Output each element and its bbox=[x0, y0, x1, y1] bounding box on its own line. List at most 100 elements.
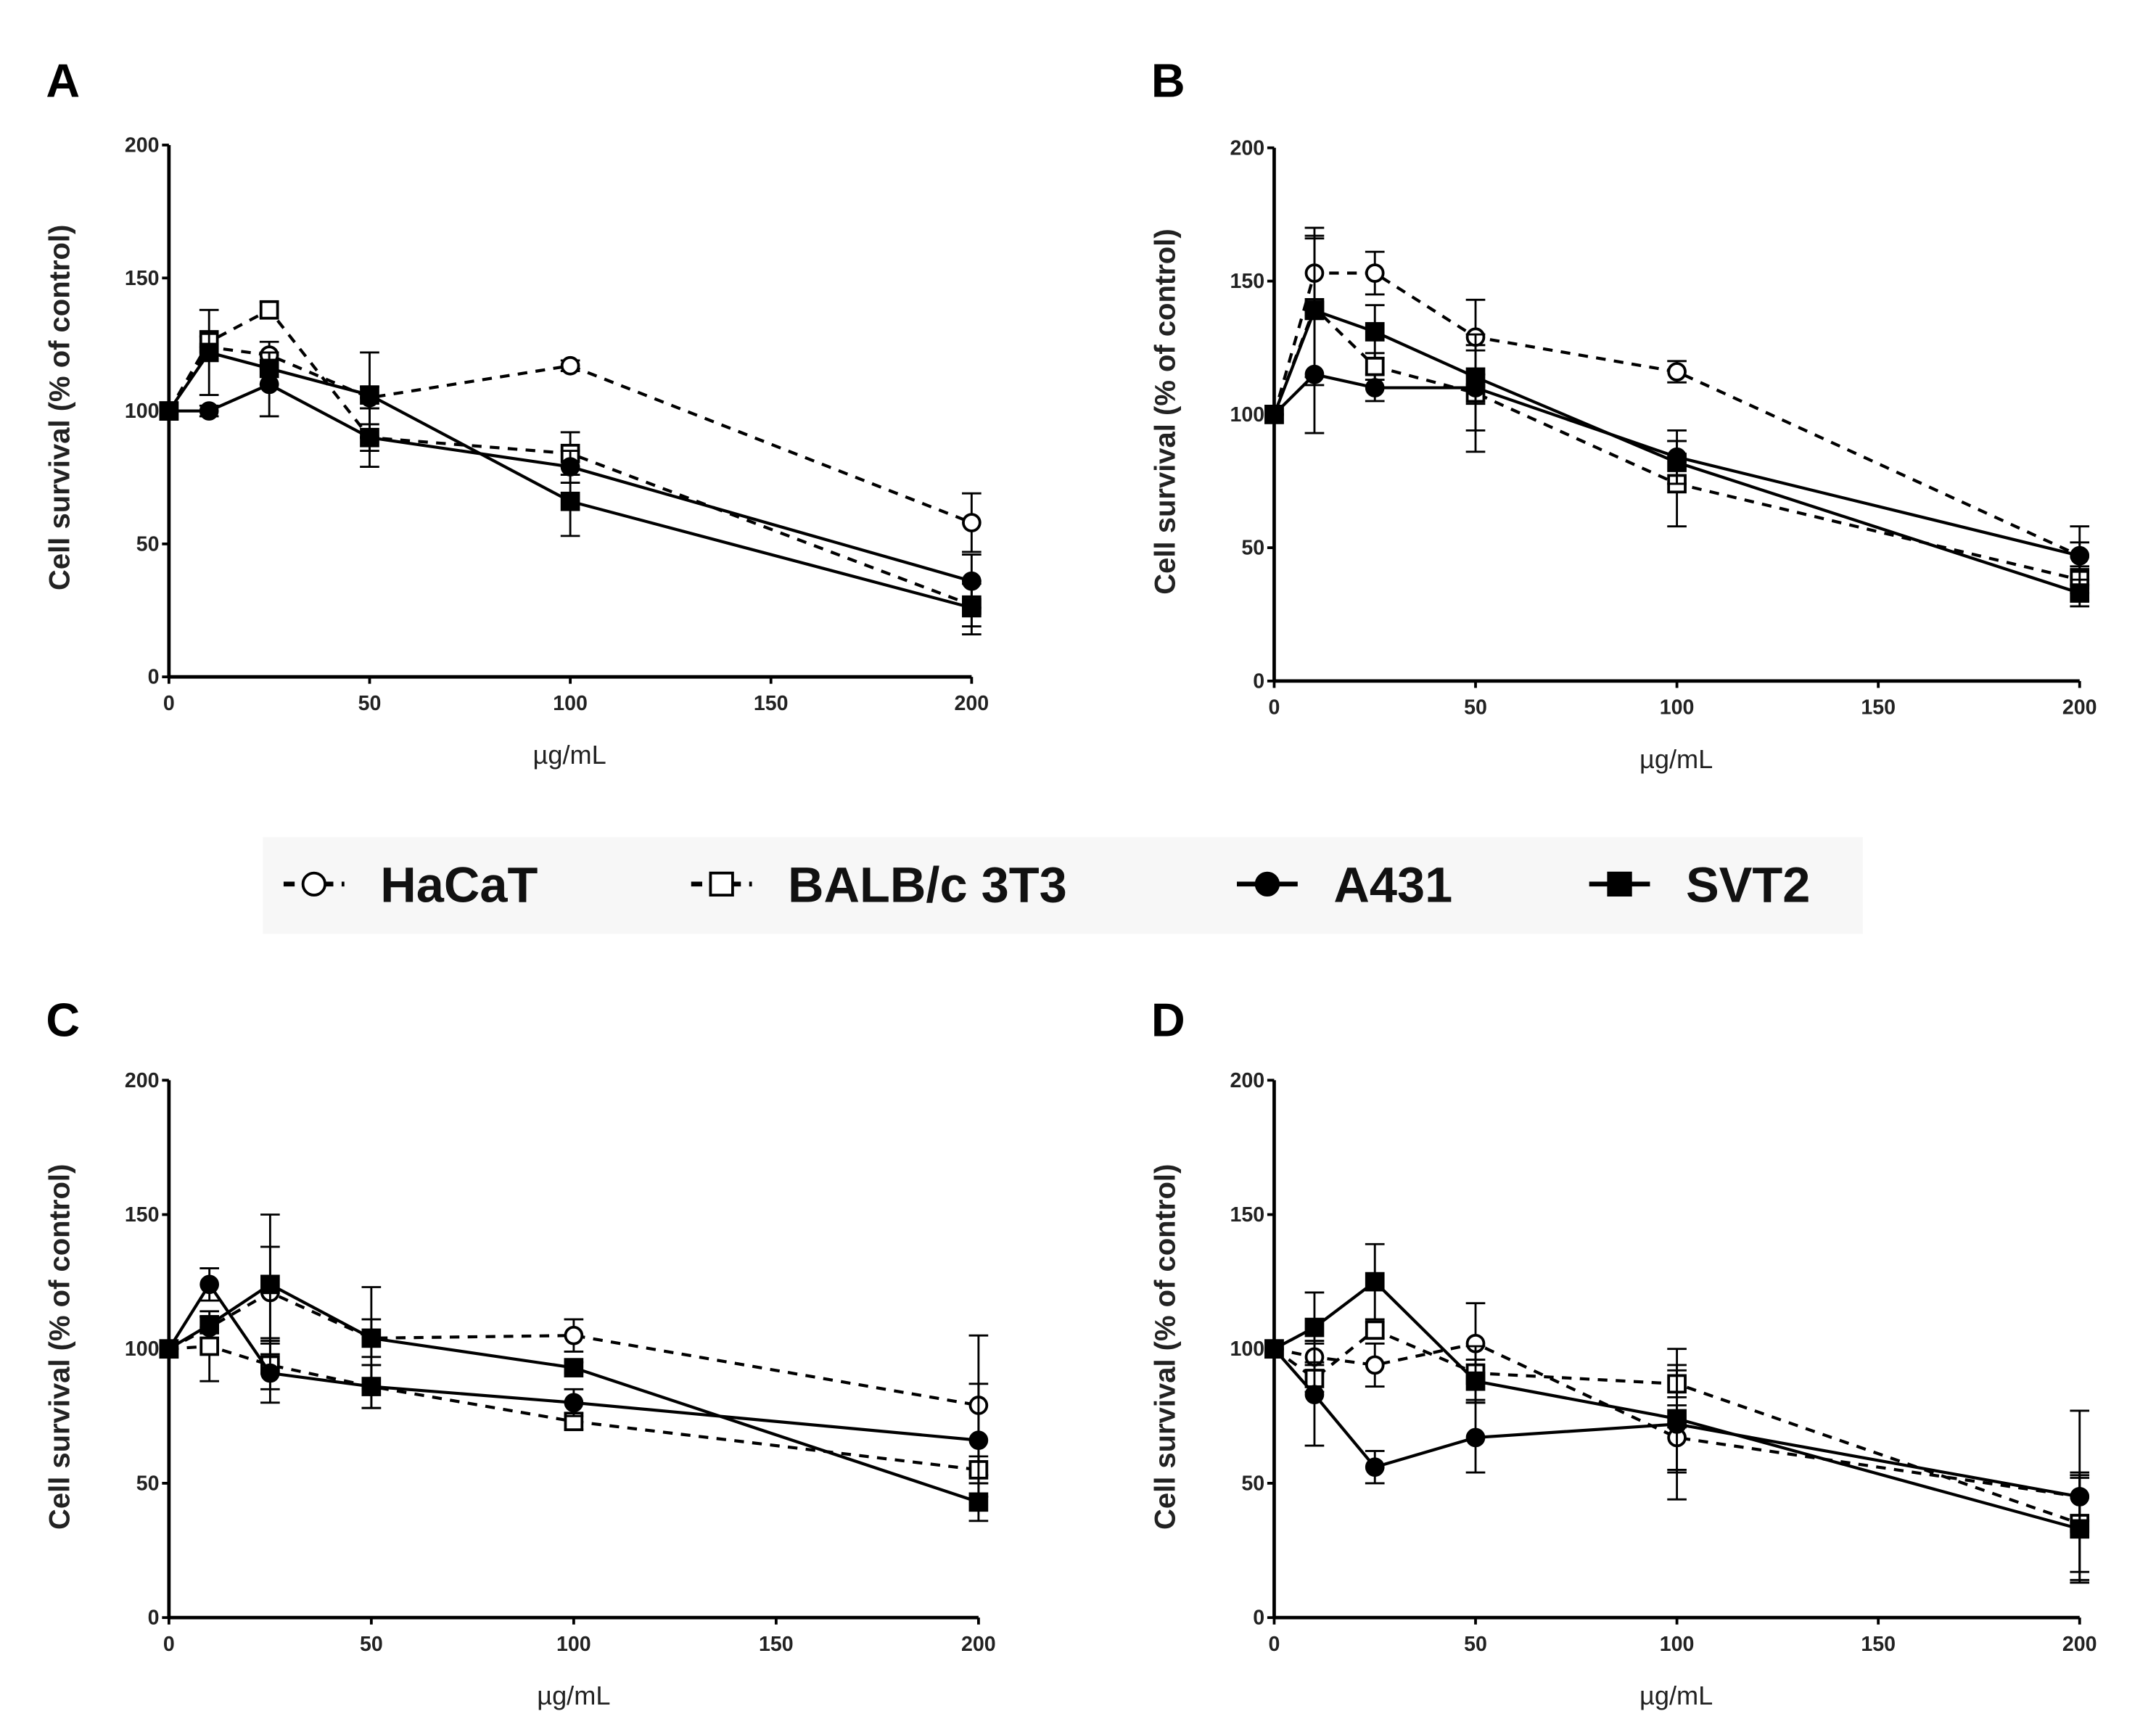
data-point bbox=[1304, 1317, 1325, 1338]
y-tick-label: 150 bbox=[1230, 1203, 1264, 1227]
data-point bbox=[560, 491, 580, 511]
y-tick-label: 50 bbox=[136, 1472, 160, 1495]
y-tick-label: 200 bbox=[1230, 136, 1264, 160]
data-point bbox=[1304, 300, 1325, 321]
x-tick-label: 150 bbox=[754, 692, 789, 715]
x-tick-label: 150 bbox=[1861, 1633, 1896, 1656]
data-point bbox=[259, 300, 279, 320]
y-tick-label: 150 bbox=[1230, 270, 1264, 293]
panel-label-b: B bbox=[1151, 54, 1185, 107]
series-svt2 bbox=[159, 1213, 989, 1522]
data-point bbox=[1667, 362, 1687, 382]
data-point bbox=[962, 513, 982, 532]
series-line bbox=[168, 1281, 979, 1442]
x-tick-label: 100 bbox=[1660, 1633, 1695, 1656]
series-balb-c-3t3 bbox=[1264, 237, 2090, 595]
data-point bbox=[260, 1363, 280, 1383]
legend-label: SVT2 bbox=[1686, 857, 1810, 913]
y-axis-label-b: Cell survival (% of control) bbox=[1149, 228, 1181, 594]
data-point bbox=[1365, 1272, 1385, 1292]
data-point bbox=[199, 1274, 219, 1295]
series-line bbox=[168, 308, 973, 607]
panel-b: 0 50 100 150 200 0 50 100 150 200 bbox=[1230, 136, 2097, 719]
x-tick-label: 50 bbox=[358, 692, 382, 715]
data-point bbox=[159, 1339, 179, 1359]
panel-a: 0 50 100 150 200 0 50 100 150 200 bbox=[125, 133, 989, 714]
y-axis-label-d: Cell survival (% of control) bbox=[1149, 1164, 1181, 1530]
legend-label: A431 bbox=[1333, 857, 1452, 913]
x-tick-label: 0 bbox=[163, 692, 175, 715]
data-point bbox=[968, 1430, 989, 1450]
data-point bbox=[2070, 583, 2090, 603]
data-point bbox=[199, 401, 219, 421]
legend-marker-filled-square bbox=[1607, 871, 1632, 897]
data-point bbox=[1365, 356, 1385, 376]
y-tick-label: 0 bbox=[1253, 1607, 1264, 1630]
y-tick-label: 100 bbox=[1230, 403, 1264, 426]
data-point bbox=[1667, 453, 1687, 472]
data-point bbox=[1264, 1339, 1284, 1359]
x-tick-label: 50 bbox=[1464, 1633, 1487, 1656]
data-point bbox=[962, 598, 982, 618]
series-line bbox=[1272, 308, 2081, 595]
data-point bbox=[1365, 378, 1385, 397]
y-tick-label: 50 bbox=[136, 532, 160, 556]
x-tick-label: 150 bbox=[759, 1633, 794, 1656]
x-tick-label: 200 bbox=[2062, 696, 2097, 720]
x-axis-label-a: µg/mL bbox=[533, 740, 606, 770]
panel-c: 0 50 100 150 200 0 50 100 150 200 bbox=[125, 1069, 996, 1656]
x-tick-label: 100 bbox=[556, 1633, 591, 1656]
data-point bbox=[1465, 1371, 1486, 1391]
series-svt2 bbox=[1264, 234, 2090, 608]
x-tick-label: 0 bbox=[1268, 696, 1280, 720]
y-axis-label-c: Cell survival (% of control) bbox=[44, 1164, 76, 1530]
data-point bbox=[564, 1393, 584, 1413]
data-point bbox=[560, 355, 580, 376]
series-a431 bbox=[1264, 1339, 2090, 1522]
y-tick-label: 100 bbox=[125, 400, 160, 423]
series-svt2 bbox=[159, 308, 982, 635]
data-point bbox=[1365, 1457, 1385, 1478]
y-axis-label-a: Cell survival (% of control) bbox=[44, 225, 76, 590]
data-point bbox=[259, 358, 279, 379]
series-line bbox=[168, 350, 972, 609]
y-tick-label: 150 bbox=[125, 1203, 160, 1227]
data-point bbox=[1365, 1355, 1385, 1375]
y-tick-label: 100 bbox=[125, 1338, 160, 1361]
series-a431 bbox=[159, 1267, 989, 1498]
x-tick-label: 100 bbox=[553, 692, 588, 715]
data-point bbox=[1465, 367, 1486, 387]
x-tick-label: 150 bbox=[1861, 696, 1896, 720]
x-axis-label-d: µg/mL bbox=[1639, 1681, 1713, 1710]
y-tick-label: 200 bbox=[125, 1069, 160, 1092]
data-point bbox=[2070, 1519, 2090, 1539]
legend-entry: BALB/c 3T3 bbox=[691, 857, 1067, 913]
panel-label-d: D bbox=[1151, 993, 1185, 1046]
x-tick-label: 0 bbox=[1268, 1633, 1280, 1656]
legend-marker-filled-circle bbox=[1254, 871, 1280, 897]
y-tick-label: 150 bbox=[125, 267, 160, 290]
legend-entry: A431 bbox=[1237, 857, 1452, 913]
x-tick-label: 50 bbox=[360, 1633, 383, 1656]
legend-label: BALB/c 3T3 bbox=[788, 857, 1067, 913]
data-point bbox=[1465, 1427, 1486, 1448]
y-tick-label: 200 bbox=[125, 133, 160, 157]
panel-label-a: A bbox=[46, 54, 80, 107]
x-tick-label: 200 bbox=[955, 692, 989, 715]
data-point bbox=[1264, 405, 1284, 424]
legend-entry: HaCaT bbox=[283, 857, 538, 913]
y-tick-label: 50 bbox=[1241, 537, 1264, 560]
y-tick-label: 50 bbox=[1241, 1472, 1264, 1495]
y-tick-label: 0 bbox=[148, 1607, 160, 1630]
data-point bbox=[260, 1274, 280, 1295]
x-tick-label: 50 bbox=[1464, 696, 1487, 720]
y-tick-label: 0 bbox=[148, 666, 160, 689]
legend-marker-open-square bbox=[709, 871, 734, 897]
data-point bbox=[159, 401, 179, 421]
data-point bbox=[199, 1315, 219, 1335]
data-point bbox=[2070, 545, 2090, 566]
legend: HaCaT BALB/c 3T3 A431 SVT2 bbox=[283, 857, 1810, 913]
data-point bbox=[199, 1336, 219, 1356]
data-point bbox=[361, 1328, 382, 1348]
